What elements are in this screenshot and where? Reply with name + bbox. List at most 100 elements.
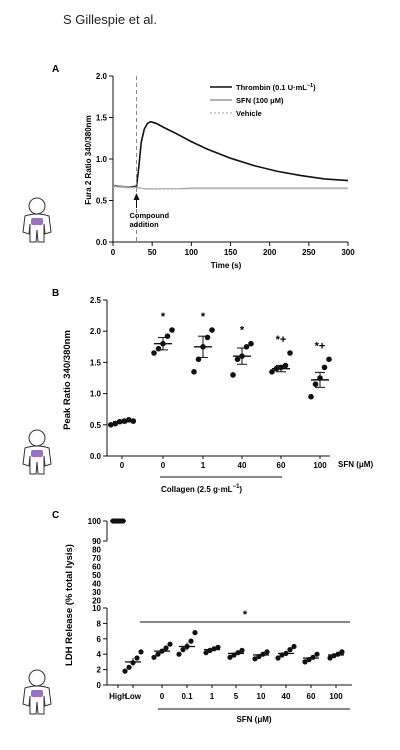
- panel-c-y-tick-label: 4: [97, 650, 102, 659]
- panel-b-significance-mark: *: [240, 325, 245, 337]
- panel-b: B 0.0 0.5 1.0 1.5 2.0 2.5 0 0 1 40 60 100 * * * *+ *+ P…: [52, 288, 373, 494]
- panel-c-data-point: [291, 643, 297, 650]
- panel-c-y-tick-label: 40: [92, 580, 101, 589]
- person-outline-icon: [22, 197, 52, 243]
- panel-c-y-axis-label: LDH Release (% total lysis): [64, 544, 75, 666]
- panel-c-y-tick-label: 10: [92, 604, 101, 613]
- panel-c-data-point: [275, 655, 281, 661]
- panel-c-data-point: [227, 654, 233, 660]
- panel-b-data-point: [169, 327, 175, 333]
- panel-c-y-tick-label: 70: [92, 554, 101, 563]
- panel-c-data-point: [134, 655, 140, 661]
- panel-c-y-tick-label: 6: [97, 635, 102, 644]
- panel-c-data-point: [188, 638, 194, 644]
- panel-b-data-point: [248, 340, 254, 347]
- legend-label: Thrombin (0.1 U·mL−1): [236, 83, 316, 92]
- panel-c-y-tick-label: 100: [88, 517, 102, 526]
- panel-a-x-tick-label: 200: [263, 248, 277, 257]
- panel-c-y-tick-label: 2: [97, 666, 102, 675]
- panel-a-y-tick-label: 0.5: [96, 197, 108, 206]
- panel-b-data-point: [308, 393, 314, 400]
- panel-c-x-tick-label: 0: [160, 692, 165, 701]
- panel-b-data-point: [234, 356, 241, 363]
- panel-b-data-point: [204, 334, 211, 341]
- panel-a-series-line: [112, 185, 348, 190]
- panel-b-significance-mark: *+: [276, 334, 287, 346]
- panel-b-y-tick-label: 1.5: [90, 358, 102, 367]
- panel-b-significance-mark: *+: [315, 340, 326, 352]
- panel-a-x-tick-label: 100: [185, 248, 199, 257]
- panel-b-y-tick-label: 1.0: [90, 390, 102, 399]
- panel-b-category-axis-label: SFN (μM): [338, 460, 373, 469]
- panel-a-x-tick-label: 300: [341, 248, 355, 257]
- panel-c-data-point: [155, 651, 161, 657]
- panel-c-x-tick-label: High: [109, 692, 127, 701]
- panel-b-significance-mark: *: [201, 311, 206, 323]
- panel-b-x-tick-label: 1: [201, 461, 206, 470]
- panel-c-data-point: [215, 644, 221, 650]
- panel-c-y-tick-label: 60: [92, 563, 101, 572]
- panel-c-data-point: [138, 649, 144, 655]
- panel-a-y-tick-label: 2.0: [96, 72, 108, 81]
- panel-a-y-tick-label: 1.0: [96, 155, 108, 164]
- panel-a-label: A: [52, 64, 59, 75]
- panel-c-data-point: [302, 659, 308, 665]
- panel-a-y-axis-label: Fura 2 Ratio 340/380nm: [84, 115, 93, 204]
- panel-c-x-tick-label: 100: [329, 692, 343, 701]
- panel-c-data-point: [126, 664, 132, 670]
- panel-c-data-point: [151, 654, 157, 660]
- panel-c-y-tick-label: 50: [92, 571, 101, 580]
- panel-b-significance-mark: *: [161, 311, 166, 323]
- panel-c-points: *: [110, 518, 350, 674]
- panel-c-data-point: [176, 651, 182, 657]
- panel-c-data-point: [203, 650, 209, 656]
- panel-b-y-axis-label: Peak Ratio 340/380nm: [62, 330, 73, 430]
- panel-c-y-tick-label: 80: [92, 546, 101, 555]
- panel-c-data-point: [327, 655, 333, 661]
- panel-b-label: B: [52, 288, 59, 299]
- author-header: S Gillespie et al.: [63, 12, 157, 27]
- panel-c-y-tick-label: 90: [92, 537, 101, 546]
- panel-b-y-tick-label: 2.0: [90, 327, 102, 336]
- panel-c-x-tick-label: 60: [307, 692, 316, 701]
- panel-c-data-point: [252, 656, 258, 662]
- panel-a: A 0.0 0.5 1.0 1.5 2.0 0 50 100 150 200 250 300 Thro…: [52, 64, 355, 270]
- panel-c-x-tick-label: 40: [282, 692, 291, 701]
- panel-b-points: * * * *+ *+: [108, 311, 332, 428]
- panel-b-y-tick-label: 0.0: [90, 452, 102, 461]
- legend-label: Vehicle: [236, 109, 262, 118]
- collagen-group-label: Collagen (2.5 g·mL−1): [161, 484, 242, 494]
- panel-b-data-point: [209, 327, 215, 333]
- arrow-head-icon: [133, 193, 140, 200]
- panel-c-x-tick-label: 1: [210, 692, 215, 701]
- panel-c-y-tick-label: 8: [97, 619, 102, 628]
- panel-b-y-tick-label: 0.5: [90, 421, 102, 430]
- panel-a-x-axis-label: Time (s): [211, 261, 242, 270]
- panel-c-y-tick-label: 0: [97, 681, 102, 690]
- panel-c-data-point: [287, 647, 293, 653]
- panel-a-x-tick-label: 250: [302, 248, 316, 257]
- panel-b-data-point: [155, 345, 162, 352]
- panel-a-series-line: [112, 120, 349, 189]
- panel-c-data-point: [180, 647, 186, 653]
- person-outline-icon: [22, 429, 52, 475]
- panel-b-data-point: [326, 356, 332, 363]
- panel-c-y-tick-label: 20: [92, 597, 101, 606]
- panel-c-x-tick-label: 0.1: [181, 692, 193, 701]
- panel-c-x-tick-label: 10: [257, 692, 266, 701]
- panel-c-x-tick-label: Low: [125, 692, 142, 701]
- panel-a-axes: 0.0 0.5 1.0 1.5 2.0 0 50 100 150 200 250 300: [96, 72, 355, 257]
- panel-c-data-point: [264, 649, 270, 655]
- panel-b-x-tick-label: 0: [161, 461, 166, 470]
- panel-c-y-tick-label: 30: [92, 588, 101, 597]
- panel-c-significance-mark: *: [243, 609, 248, 621]
- panel-a-y-tick-label: 0.0: [96, 238, 108, 247]
- panel-b-x-tick-label: 0: [120, 461, 125, 470]
- legend-label: SFN (100 μM): [236, 96, 284, 105]
- panel-c-data-point: [122, 668, 128, 674]
- panel-a-x-tick-label: 0: [111, 248, 116, 257]
- compound-addition-label: addition: [130, 220, 160, 229]
